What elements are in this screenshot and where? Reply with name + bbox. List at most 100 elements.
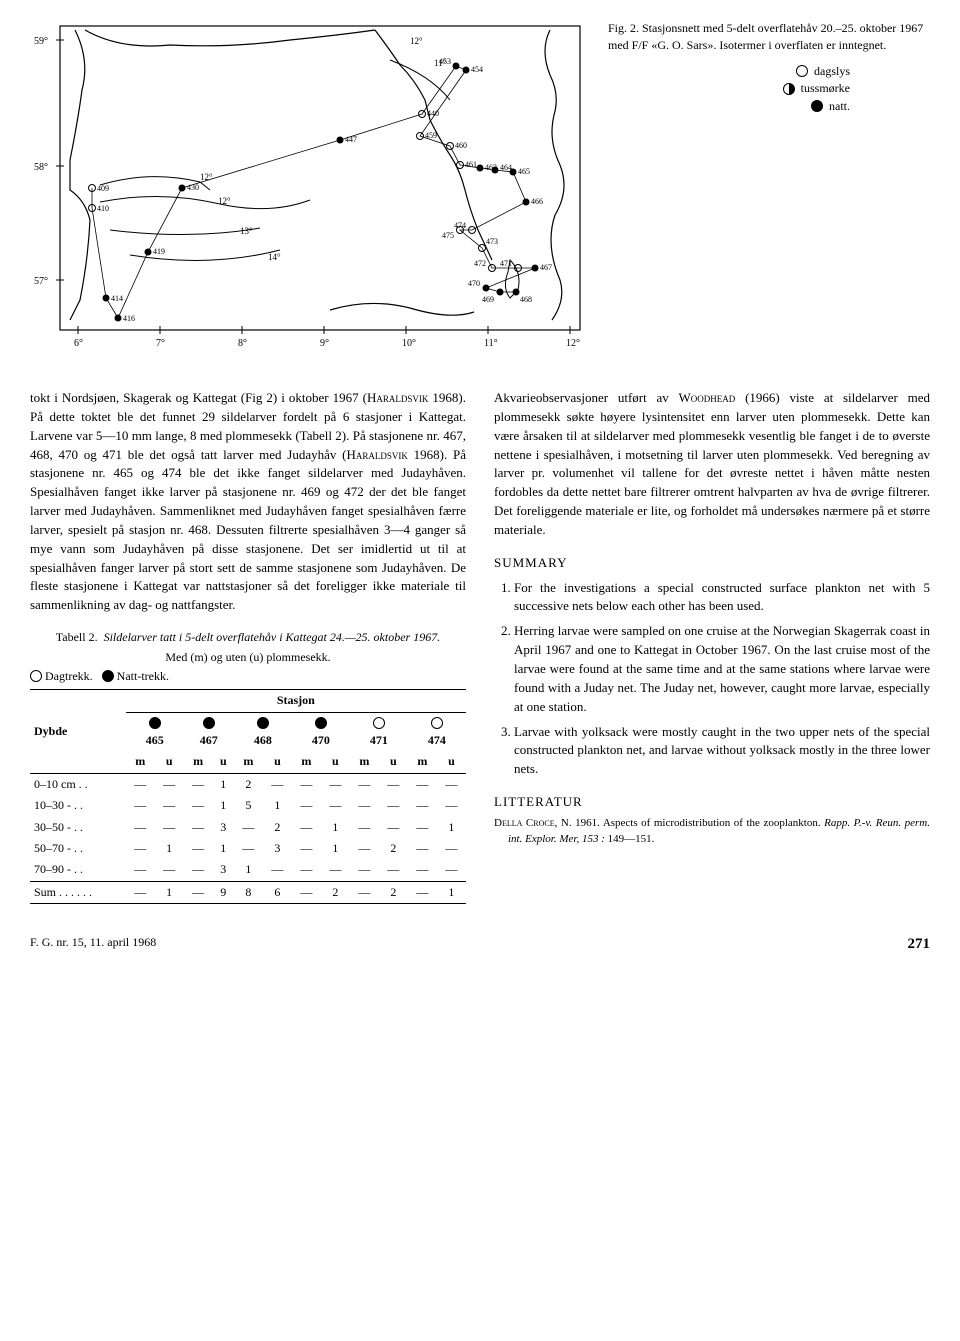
lat-tick: 59° (34, 36, 48, 47)
table2-cell: 1 (213, 773, 234, 795)
table2-sum-cell: 1 (155, 881, 184, 903)
table2-subcol: u (213, 751, 234, 773)
table2-cell: — (234, 838, 263, 859)
table2-sum-label: Sum . . . . . . (30, 881, 126, 903)
full-circle-icon (149, 717, 161, 729)
table2-cell: — (155, 817, 184, 838)
table2-cell: — (234, 817, 263, 838)
table2-cell: — (184, 838, 213, 859)
table2-subcol: m (408, 751, 437, 773)
legend-label: tussmørke (801, 80, 850, 97)
table2-cell: — (379, 817, 408, 838)
full-circle-icon (315, 717, 327, 729)
figure-caption: Fig. 2. Stasjonsnett med 5-delt overflat… (608, 20, 930, 55)
table2-cell: — (126, 859, 155, 881)
table2-cell: 2 (234, 773, 263, 795)
table2-cell: 1 (155, 838, 184, 859)
table2-cell: 3 (213, 817, 234, 838)
table2-sum-cell: 6 (263, 881, 292, 903)
open-circle-icon (796, 65, 808, 77)
figure-legend: dagslys tussmørke natt. (608, 63, 930, 115)
table2-col: 470 (312, 733, 330, 747)
summary-item: For the investigations a special constru… (514, 579, 930, 617)
footer-left: F. G. nr. 15, 11. april 1968 (30, 934, 156, 956)
legend-label: natt. (829, 98, 850, 115)
table2-sum-cell: 8 (234, 881, 263, 903)
table2-cell: — (321, 795, 350, 816)
table2-cell: — (263, 859, 292, 881)
ref-title: Aspects of microdistribution of the zoop… (603, 817, 821, 829)
station-label: 453 (439, 57, 451, 66)
table2-cell: 1 (321, 817, 350, 838)
isotherm-label: 12° (218, 196, 231, 206)
table2-cell: — (126, 817, 155, 838)
table2-cell: — (184, 859, 213, 881)
table2-sum-cell: 9 (213, 881, 234, 903)
station-label: 469 (482, 295, 494, 304)
table2-sum-cell: — (408, 881, 437, 903)
table2-row-header: Dybde (30, 690, 126, 774)
lat-tick: 57° (34, 276, 48, 287)
table2-cell: — (379, 773, 408, 795)
summary-heading: SUMMARY (494, 554, 930, 573)
table2-sum-cell: — (126, 881, 155, 903)
station-label: 466 (531, 197, 543, 206)
station-label: 454 (471, 65, 483, 74)
table2-cell: — (126, 838, 155, 859)
table2-cell: — (350, 838, 379, 859)
table2-sum-cell: — (292, 881, 321, 903)
station-label: 470 (468, 279, 480, 288)
table2-cell: — (184, 795, 213, 816)
table2-subcol: u (437, 751, 466, 773)
table2-cell: — (350, 773, 379, 795)
table2-cell: — (292, 795, 321, 816)
table2-cell: — (408, 859, 437, 881)
station-label: 419 (153, 247, 165, 256)
full-circle-icon (203, 717, 215, 729)
station-label: 416 (123, 314, 135, 323)
table2-cell: 3 (263, 838, 292, 859)
ref-pages: 149—151. (608, 833, 655, 845)
table2-cell: — (379, 795, 408, 816)
table2-cell: — (292, 859, 321, 881)
table2-cell: — (292, 773, 321, 795)
table2-row-label: 30–50 - . . (30, 817, 126, 838)
summary-list: For the investigations a special constru… (494, 579, 930, 779)
station-label: 471 (500, 259, 512, 268)
page-number: 271 (908, 934, 931, 956)
table2-row-label: 70–90 - . . (30, 859, 126, 881)
table2-cell: — (263, 773, 292, 795)
table2-col: 474 (428, 733, 446, 747)
table2-legend: Dagtrekk. Natt-trekk. (30, 668, 466, 685)
table2-subcol: m (350, 751, 379, 773)
figure-area: 59° 58° 57° 6° 7° 8° 9° 10° 11° 12° (30, 20, 930, 350)
table2-caption-sub: Med (m) og uten (u) plommesekk. (30, 649, 466, 666)
table2-subcol: m (184, 751, 213, 773)
table2-col: 465 (146, 733, 164, 747)
table2-cell: 2 (263, 817, 292, 838)
table2-cell: — (350, 817, 379, 838)
table2-cell: — (408, 773, 437, 795)
ref-author: Della Croce, N. (494, 817, 572, 829)
table2-cell: — (408, 795, 437, 816)
lon-tick: 10° (402, 338, 416, 349)
table2-sum-cell: 2 (321, 881, 350, 903)
table2-cell: 1 (321, 838, 350, 859)
table2-cell: — (321, 859, 350, 881)
table2-cell: — (126, 773, 155, 795)
station-label: 474 (454, 221, 466, 230)
table2-subcol: m (292, 751, 321, 773)
lon-tick: 9° (320, 338, 329, 349)
table2-cell: — (408, 838, 437, 859)
open-circle-icon (373, 717, 385, 729)
station-label: 460 (455, 141, 467, 150)
table2-cell: — (184, 817, 213, 838)
table2: Dybde Stasjon 465 467 468 470 471 474 mu… (30, 689, 466, 904)
table2-cell: 1 (263, 795, 292, 816)
legend-label: dagslys (814, 63, 850, 80)
table2-col: 467 (200, 733, 218, 747)
table2-cell: 5 (234, 795, 263, 816)
station-label: 472 (474, 259, 486, 268)
lon-tick: 7° (156, 338, 165, 349)
table2-cell: — (437, 859, 466, 881)
